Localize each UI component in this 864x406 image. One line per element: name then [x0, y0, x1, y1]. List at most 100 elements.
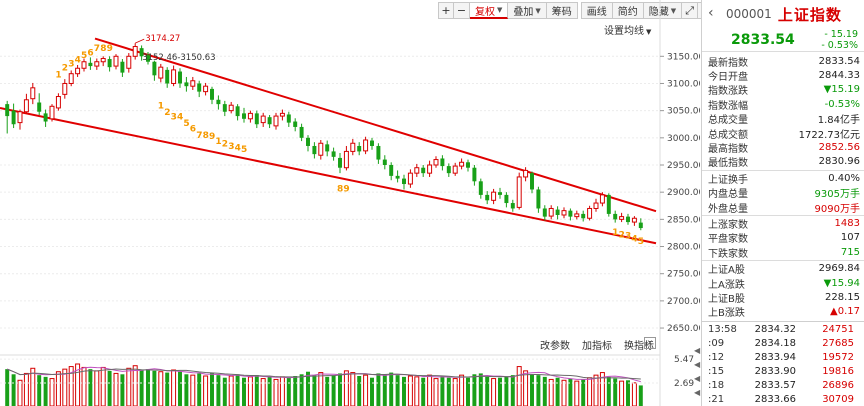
- price-tick-label: 3050.00: [667, 107, 700, 117]
- draw-line-button[interactable]: 画线: [580, 2, 613, 19]
- stat-label: 指数涨幅: [708, 100, 748, 112]
- stat-label: 今日开盘: [708, 72, 748, 84]
- candle-body: [606, 194, 611, 214]
- close-indicator-button[interactable]: ×: [644, 337, 656, 349]
- overlay-dropdown[interactable]: 叠加 ▼: [508, 2, 547, 19]
- brief-button[interactable]: 简约: [612, 2, 644, 19]
- candle-body: [414, 167, 420, 174]
- volume-bar: [338, 373, 342, 406]
- candle-body: [37, 102, 42, 112]
- price-axis: 3150.00 3100.00 3050.00 3000.00 2950.00 2900.…: [660, 52, 700, 334]
- candle-body: [395, 175, 400, 179]
- change-params-button[interactable]: 改参数: [540, 341, 570, 352]
- change-value: - 15.19: [824, 28, 858, 40]
- add-indicator-button[interactable]: 加指标: [582, 341, 612, 352]
- change-block: - 15.19 - 0.53%: [821, 29, 858, 51]
- volume-bar: [242, 377, 246, 406]
- volume-bar: [120, 374, 125, 406]
- upper-trend-line: [94, 37, 657, 213]
- tick-price: 2833.66: [754, 393, 796, 405]
- volume-bar: [267, 376, 272, 406]
- arrow-left-icon[interactable]: ◀: [694, 374, 701, 383]
- volume-bar: [11, 374, 16, 406]
- chevron-left-icon[interactable]: ‹: [708, 5, 714, 21]
- arrow-left-icon[interactable]: ◀: [694, 346, 701, 355]
- candle-body: [325, 144, 330, 152]
- candle-body: [81, 61, 87, 69]
- divider: [702, 215, 864, 217]
- volume-bar: [485, 376, 490, 406]
- arrow-left-icon[interactable]: ◀: [694, 388, 701, 397]
- candle-body: [17, 111, 23, 124]
- candlestick-chart[interactable]: 3150.00 3100.00 3050.00 3000.00 2950.00 2900.…: [0, 0, 700, 406]
- tick-price: 2834.32: [754, 323, 796, 335]
- volume-bar: [247, 376, 253, 406]
- hide-dropdown[interactable]: 隐藏 ▼: [643, 2, 683, 19]
- candle-body: [94, 61, 100, 67]
- arrow-left-icon[interactable]: ◀: [694, 360, 701, 369]
- stat-value: 2833.54: [818, 55, 860, 67]
- candle-body: [222, 104, 227, 112]
- volume-bar: [203, 375, 209, 406]
- candle-body: [178, 71, 182, 84]
- volume-bar: [23, 372, 29, 406]
- stat-row: 上A涨跌 ▼15.94: [702, 276, 864, 291]
- chips-button[interactable]: 筹码: [546, 2, 578, 19]
- candle-body: [407, 172, 413, 185]
- volume-bar: [363, 374, 369, 406]
- candle-body: [389, 165, 394, 176]
- count-label: 3: [171, 113, 177, 123]
- stat-label: 上证换手: [708, 174, 748, 186]
- candle-body: [120, 61, 125, 73]
- volume-bar: [523, 370, 529, 406]
- tick-price: 2833.94: [754, 351, 796, 363]
- count-label: 9: [209, 132, 215, 142]
- adjust-dropdown[interactable]: 复权 ▼: [470, 2, 509, 19]
- chevron-down-icon: ▼: [670, 6, 677, 15]
- volume-axis: 5.47 2.69: [0, 355, 694, 389]
- count-label: 6: [87, 49, 93, 59]
- switch-indicator-button[interactable]: 换指标: [624, 341, 654, 352]
- restore-icon[interactable]: ⤢: [682, 2, 699, 19]
- candle-body: [228, 104, 234, 112]
- chevron-down-icon: ▼: [646, 28, 652, 36]
- volume-bar: [407, 375, 413, 406]
- ma-settings-label: 设置均线: [604, 26, 644, 37]
- count-label: 4: [75, 55, 81, 65]
- ma-settings-dropdown[interactable]: 设置均线 ▼: [604, 22, 651, 37]
- price-tick-label: 2650.00: [667, 324, 700, 334]
- candle-body: [216, 99, 221, 105]
- candle-body: [286, 114, 291, 123]
- volume-bar: [452, 378, 458, 406]
- count-label: 2: [222, 140, 228, 150]
- tick-volume: 19816: [822, 365, 854, 377]
- candle-body: [599, 194, 605, 204]
- volume-bar: [466, 377, 470, 406]
- tick-row: :15 2833.90 19816: [702, 364, 864, 378]
- volume-bar: [491, 378, 497, 406]
- volume-bar: [402, 376, 406, 406]
- zoom-in-button[interactable]: +: [438, 2, 454, 19]
- volume-tick-label: 2.69: [674, 379, 694, 389]
- stat-value: 1722.73亿元: [798, 129, 860, 141]
- candle-body: [363, 139, 369, 152]
- volume-bar: [68, 366, 74, 406]
- candle-body: [548, 207, 554, 217]
- volume-bar: [81, 366, 87, 406]
- volume-bar: [613, 378, 618, 406]
- candle-body: [561, 210, 567, 216]
- stat-label: 上证B股: [708, 293, 745, 305]
- count-label: 8: [100, 44, 106, 54]
- stat-value: ▼15.94: [823, 277, 860, 289]
- zoom-out-button[interactable]: −: [454, 2, 470, 19]
- volume-bar: [606, 376, 611, 406]
- volume-bar: [139, 370, 144, 406]
- candle-body: [491, 191, 497, 201]
- tick-volume: 24751: [822, 323, 854, 335]
- volume-bar: [395, 375, 400, 406]
- candle-body: [55, 96, 61, 109]
- stat-row: 上证A股 2969.84: [702, 261, 864, 276]
- candle-body: [466, 162, 470, 168]
- adjust-label: 复权: [475, 6, 495, 18]
- volume-series: [5, 363, 643, 406]
